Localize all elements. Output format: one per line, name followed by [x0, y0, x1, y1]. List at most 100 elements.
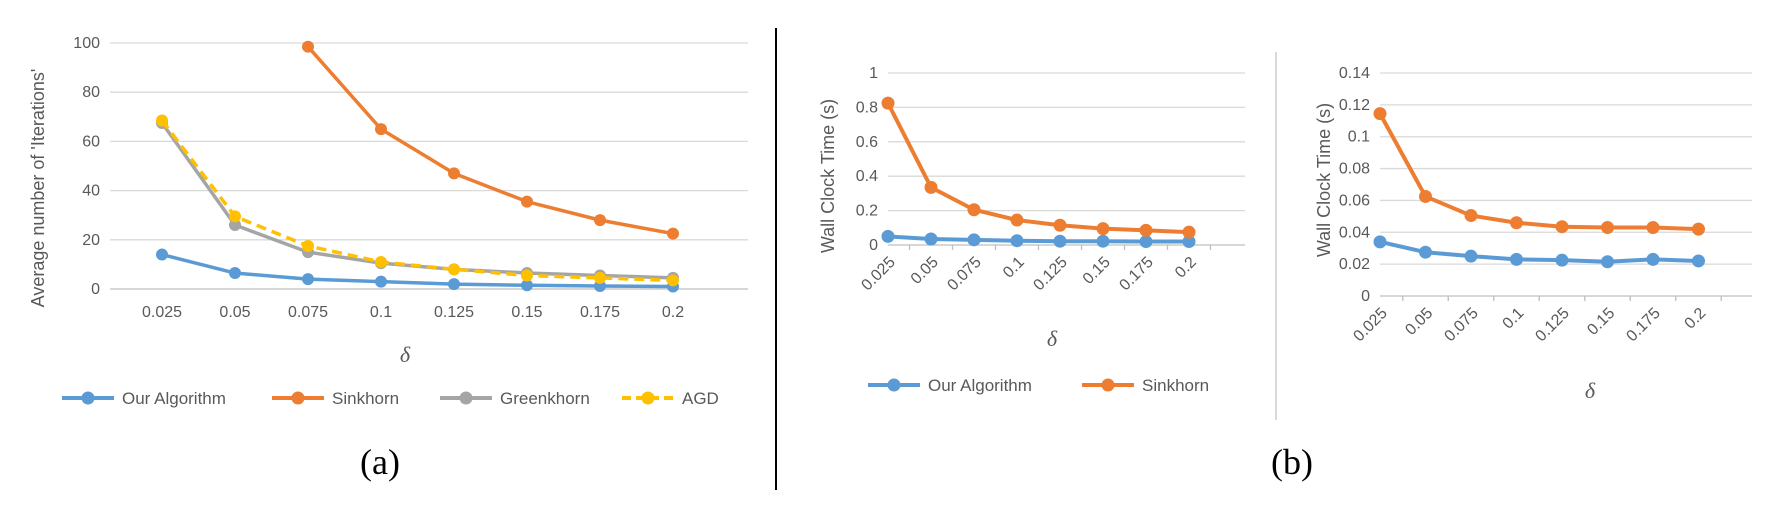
data-point [375, 275, 387, 288]
data-point [1010, 213, 1024, 227]
y-tick-label: 0.12 [1339, 97, 1370, 114]
data-point [924, 232, 938, 246]
data-point [448, 167, 460, 180]
x-tick-label: 0.05 [219, 304, 250, 321]
data-point [375, 255, 387, 268]
chart-b-right-y-tick-labels: 0 0.02 0.04 0.06 0.08 0.1 0.12 0.14 [1339, 65, 1370, 305]
series-line [160, 119, 674, 283]
chart-a-gridlines [110, 42, 748, 290]
x-tick-label: 0.025 [858, 254, 898, 294]
x-tick-label: 0.2 [1172, 254, 1200, 282]
y-tick-label: 0 [1361, 288, 1370, 305]
x-tick-label: 0.125 [1030, 254, 1070, 294]
data-point [1646, 252, 1660, 266]
chart-b-left: 0 0.2 0.4 0.6 0.8 1 0.025 0.05 0.075 0.1 0.125 0.1… [818, 65, 1245, 395]
data-point [594, 214, 606, 227]
x-tick-label: 0.125 [434, 304, 474, 321]
y-tick-label: 20 [82, 232, 100, 249]
y-tick-label: 100 [73, 35, 100, 52]
x-tick-label: 0.1 [1500, 305, 1528, 333]
data-point [1646, 221, 1660, 235]
data-point [1010, 234, 1024, 248]
x-tick-label: 0.175 [580, 304, 620, 321]
y-tick-label: 0.02 [1339, 256, 1370, 273]
y-tick-label: 0.2 [856, 203, 878, 220]
y-tick-label: 60 [82, 133, 100, 150]
x-tick-label: 0.2 [1682, 305, 1710, 333]
series-line [306, 45, 674, 236]
x-tick-label: 0.05 [908, 254, 942, 288]
legend-marker [1101, 378, 1115, 392]
legend-label: AGD [682, 389, 719, 408]
chart-a-x-tick-labels: 0.025 0.05 0.075 0.1 0.125 0.15 0.175 0.2 [142, 304, 684, 321]
chart-b-right-x-tick-labels: 0.025 0.05 0.075 0.1 0.125 0.15 0.175 0.2 [1350, 296, 1722, 345]
chart-a-y-tick-labels: 0 20 40 60 80 100 [73, 35, 100, 298]
data-point [1373, 107, 1387, 121]
legend-label: Sinkhorn [1142, 376, 1209, 395]
data-point [1096, 234, 1110, 248]
y-tick-label: 0.8 [856, 99, 878, 116]
y-tick-label: 0.1 [1348, 129, 1370, 146]
y-tick-label: 0.06 [1339, 192, 1370, 209]
x-tick-label: 0.1 [1000, 254, 1028, 282]
data-point [1692, 222, 1705, 236]
legend-label: Our Algorithm [928, 376, 1032, 395]
data-point [1053, 218, 1067, 232]
data-point [302, 40, 314, 53]
x-tick-label: 0.175 [1116, 254, 1156, 294]
series-line [1379, 239, 1699, 264]
y-tick-label: 0.14 [1339, 65, 1370, 82]
x-tick-label: 0.075 [944, 254, 984, 294]
data-point [229, 210, 241, 223]
data-point [1555, 253, 1569, 267]
series-line [887, 234, 1189, 244]
data-point [667, 227, 679, 240]
chart-a-series [156, 40, 679, 293]
data-point [229, 219, 241, 232]
x-tick-label: 0.05 [1402, 305, 1436, 339]
chart-b-right-x-axis-label: δ [1585, 378, 1596, 403]
y-tick-label: 0.6 [856, 134, 878, 151]
data-point [1096, 222, 1110, 236]
x-tick-label: 0.15 [1584, 305, 1618, 339]
data-point [1555, 220, 1569, 234]
data-point [375, 123, 387, 136]
data-point [1510, 216, 1523, 230]
legend-marker [459, 391, 473, 405]
chart-a-y-axis-label: Average number of 'Iterations' [28, 69, 48, 308]
data-point [156, 248, 168, 261]
data-point [1692, 254, 1705, 268]
chart-b-left-y-tick-labels: 0 0.2 0.4 0.6 0.8 1 [856, 65, 878, 254]
legend-marker [291, 391, 305, 405]
y-tick-label: 80 [82, 84, 100, 101]
data-point [1464, 209, 1478, 223]
data-point [967, 233, 981, 247]
series-sinkhorn [302, 40, 679, 240]
data-point [924, 180, 938, 194]
x-tick-label: 0.15 [511, 304, 542, 321]
data-point [1419, 245, 1432, 259]
data-point [521, 269, 533, 282]
data-point [229, 267, 241, 280]
x-tick-label: 0.075 [288, 304, 328, 321]
data-point [521, 279, 533, 292]
series-line-1 [1373, 107, 1705, 236]
caption-a: (a) [360, 442, 400, 482]
data-point [448, 278, 460, 291]
data-point [1464, 249, 1478, 263]
series-line [160, 121, 674, 280]
data-point [1182, 235, 1196, 249]
x-tick-label: 0.175 [1623, 305, 1663, 345]
y-tick-label: 1 [869, 65, 878, 82]
chart-b-left-gridlines [888, 72, 1245, 246]
data-point [156, 114, 168, 127]
data-point [1182, 225, 1196, 239]
legend-label: Our Algorithm [122, 389, 226, 408]
x-tick-label: 0.125 [1532, 305, 1572, 345]
data-point [967, 203, 981, 217]
data-point [881, 229, 895, 243]
chart-b-left-series [881, 96, 1196, 249]
legend-marker [641, 391, 655, 405]
series-line-0 [1373, 235, 1705, 269]
